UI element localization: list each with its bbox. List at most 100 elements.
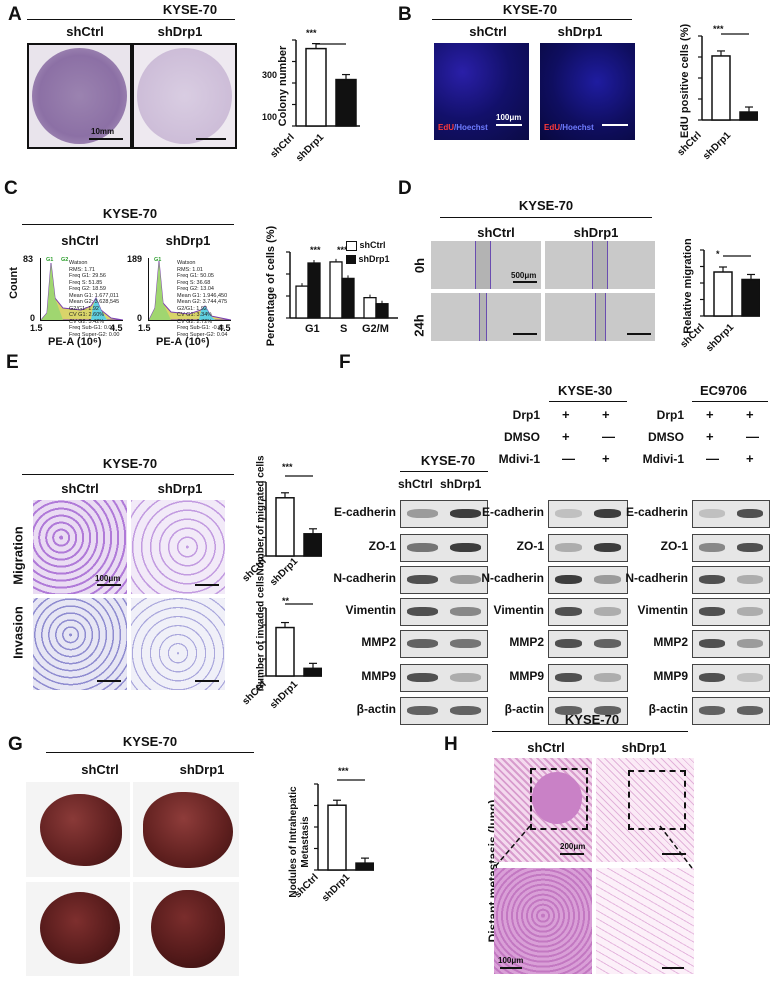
- blot-label-ec-5: MMP9: [653, 669, 688, 683]
- blot-band: [699, 543, 725, 552]
- blot-k70-1: [400, 534, 488, 562]
- blot-band: [555, 607, 582, 616]
- blot-band: [594, 509, 621, 518]
- colony-dish-shctrl: 10mm: [27, 43, 132, 149]
- flow-stats-shctrl: Watson RMS: 1.71 Freq G1: 29.56 Freq S: …: [69, 260, 120, 338]
- bar-S-shDrp1: [341, 277, 355, 319]
- bar-S-shCtrl: [329, 261, 343, 319]
- legend-shctrl: shCtrl: [359, 240, 386, 250]
- transwell-migration-shdrp1: [131, 500, 225, 594]
- panel-label-f: F: [339, 352, 351, 373]
- panel-label-c: C: [4, 178, 18, 199]
- edu-scale-bar-2: [602, 124, 628, 126]
- flow-stats-shdrp1: Watson RMS: 1.01 Freq G1: 50.05 Freq S: …: [177, 260, 228, 338]
- treatment-label-ec: Drp1: [656, 408, 684, 422]
- blot-band: [407, 509, 438, 518]
- liver-image-shctrl-1: [26, 782, 130, 877]
- flow-drp-ymin: 0: [137, 313, 143, 323]
- blot-band: [407, 673, 438, 682]
- panel-e-group-ctrl: shCtrl: [61, 481, 99, 496]
- blot-label-k70-5: MMP9: [361, 669, 396, 683]
- wound-shctrl-24h: [431, 293, 541, 341]
- bar-shCtrl: [327, 804, 347, 871]
- panel-label-h: H: [444, 734, 458, 755]
- lung-he-shdrp1-low: [596, 758, 694, 862]
- treatment-value-k30: +: [602, 451, 610, 466]
- blot-label-k30-6: β-actin: [504, 702, 544, 716]
- lung-scale-text-1: 200μm: [560, 842, 586, 851]
- chart-a-svg: [292, 39, 360, 127]
- panel-c-title-rule: [22, 224, 234, 225]
- panel-c-ylabel: Count: [8, 267, 20, 299]
- liver-image-shdrp1-1: [133, 782, 239, 877]
- flow-histogram-shdrp1: Watson RMS: 1.01 Freq G1: 50.05 Freq S: …: [148, 257, 231, 338]
- blot-k30-5: [548, 664, 628, 692]
- blot-k70-2: [400, 566, 488, 594]
- colony-scale-bar: [89, 138, 123, 140]
- lung-he-shctrl-low: 200μm: [494, 758, 592, 862]
- transwell-scale-bar-4: [195, 680, 219, 682]
- blot-band: [450, 607, 481, 616]
- panel-d-group-drp1: shDrp1: [573, 225, 619, 240]
- treatment-value-ec: —: [706, 451, 719, 466]
- chart-d-xtick-drp1: shDrp1: [704, 322, 737, 355]
- bar-G1-shCtrl: [295, 285, 309, 319]
- blot-band: [450, 509, 481, 518]
- treatment-label-ec: Mdivi-1: [642, 452, 684, 466]
- bar-shDrp1: [335, 78, 357, 127]
- blot-band: [407, 706, 438, 715]
- blot-band: [594, 639, 621, 648]
- panel-label-g: G: [8, 734, 23, 755]
- panel-b-title: KYSE-70: [502, 2, 558, 17]
- panel-h-title: KYSE-70: [564, 712, 620, 727]
- chart-e1-svg: [262, 475, 322, 557]
- blot-ec-4: [692, 630, 770, 658]
- flow-ctrl-ymax: 83: [23, 254, 34, 264]
- blot-band: [699, 509, 725, 518]
- lung-scale-bar-3: [500, 967, 522, 969]
- chart-d-sig: *: [716, 249, 720, 259]
- blot-ec-0: [692, 500, 770, 528]
- panel-g-group-ctrl: shCtrl: [81, 762, 119, 777]
- chart-c-svg: [286, 251, 398, 319]
- blot-band: [450, 706, 481, 715]
- wound-shdrp1-0h: [545, 241, 655, 289]
- treatment-value-ec: +: [706, 407, 714, 422]
- blot-band: [407, 639, 438, 648]
- chart-c-sig: ***: [310, 245, 321, 255]
- chart-a-xtick-drp1: shDrp1: [294, 132, 327, 165]
- liver-image-shctrl-2: [26, 882, 130, 976]
- lung-he-shdrp1-high: [596, 868, 694, 974]
- lung-scale-bar-2: [662, 853, 686, 855]
- chart-g-sig: ***: [338, 766, 349, 776]
- blot-band: [737, 673, 763, 682]
- wound-scale-bar-2: [513, 333, 537, 335]
- blot-band: [699, 639, 725, 648]
- bar-G2/M-shCtrl: [363, 297, 377, 319]
- peak-g1-label: G1: [154, 257, 162, 263]
- blot-band: [699, 575, 725, 584]
- transwell-scale-text: 100μm: [95, 574, 121, 583]
- blot-k30-1: [548, 534, 628, 562]
- panel-c-group-ctrl: shCtrl: [61, 233, 99, 248]
- panel-a-title: KYSE-70: [162, 2, 218, 17]
- treatment-value-k30: —: [602, 429, 615, 444]
- bar-shDrp1: [355, 862, 374, 871]
- panel-f-k70-title: KYSE-70: [420, 453, 476, 468]
- blot-band: [407, 575, 438, 584]
- panel-d-title: KYSE-70: [518, 198, 574, 213]
- blot-band: [737, 639, 763, 648]
- blot-k30-0: [548, 500, 628, 528]
- blot-band: [407, 607, 438, 616]
- flow-ctrl-xlabel: PE-A (10⁶): [48, 336, 102, 348]
- blot-band: [737, 706, 763, 715]
- panel-h-title-rule: [492, 731, 688, 732]
- chart-d-svg: [700, 249, 760, 317]
- treatment-value-ec: +: [746, 451, 754, 466]
- blot-band: [407, 543, 438, 552]
- bar-shDrp1: [739, 111, 758, 121]
- blot-band: [555, 509, 582, 518]
- lung-scale-text-2: 100μm: [498, 956, 524, 965]
- treatment-value-ec: +: [746, 407, 754, 422]
- peak-g2-label: G2: [61, 257, 69, 263]
